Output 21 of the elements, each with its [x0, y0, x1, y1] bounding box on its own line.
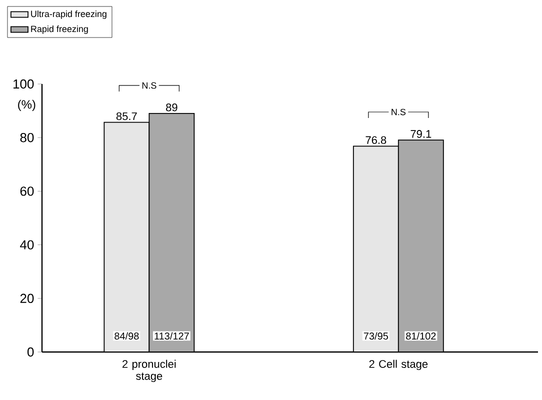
data-label: 85.7	[116, 112, 137, 120]
x-tick-label: 2 pronuclei stage	[122, 360, 176, 382]
annotation: 113/127	[154, 332, 189, 340]
y-tick-label: 80	[20, 132, 34, 142]
legend-label: Ultra-rapid freezing	[31, 10, 106, 19]
annotation: 84/98	[114, 332, 139, 340]
annotation: N.S	[392, 108, 406, 116]
y-tick-label: 40	[20, 240, 34, 250]
y-tick-label: 100	[13, 79, 34, 89]
x-tick-label: 2 Cell stage	[369, 360, 428, 370]
y-tick-label: 20	[20, 294, 34, 303]
legend-label: Rapid freezing	[31, 26, 88, 34]
annotation: 81/102	[406, 332, 436, 340]
y-tick-label: 60	[20, 186, 34, 196]
data-label: 76.8	[366, 136, 386, 144]
annotation: N.S	[142, 82, 156, 89]
annotation: 73/95	[364, 332, 388, 340]
y-tick-label: 0	[27, 347, 34, 357]
y-axis-title: (%)	[18, 100, 36, 112]
data-label: 79.1	[410, 130, 432, 138]
data-label: 89	[166, 104, 178, 112]
